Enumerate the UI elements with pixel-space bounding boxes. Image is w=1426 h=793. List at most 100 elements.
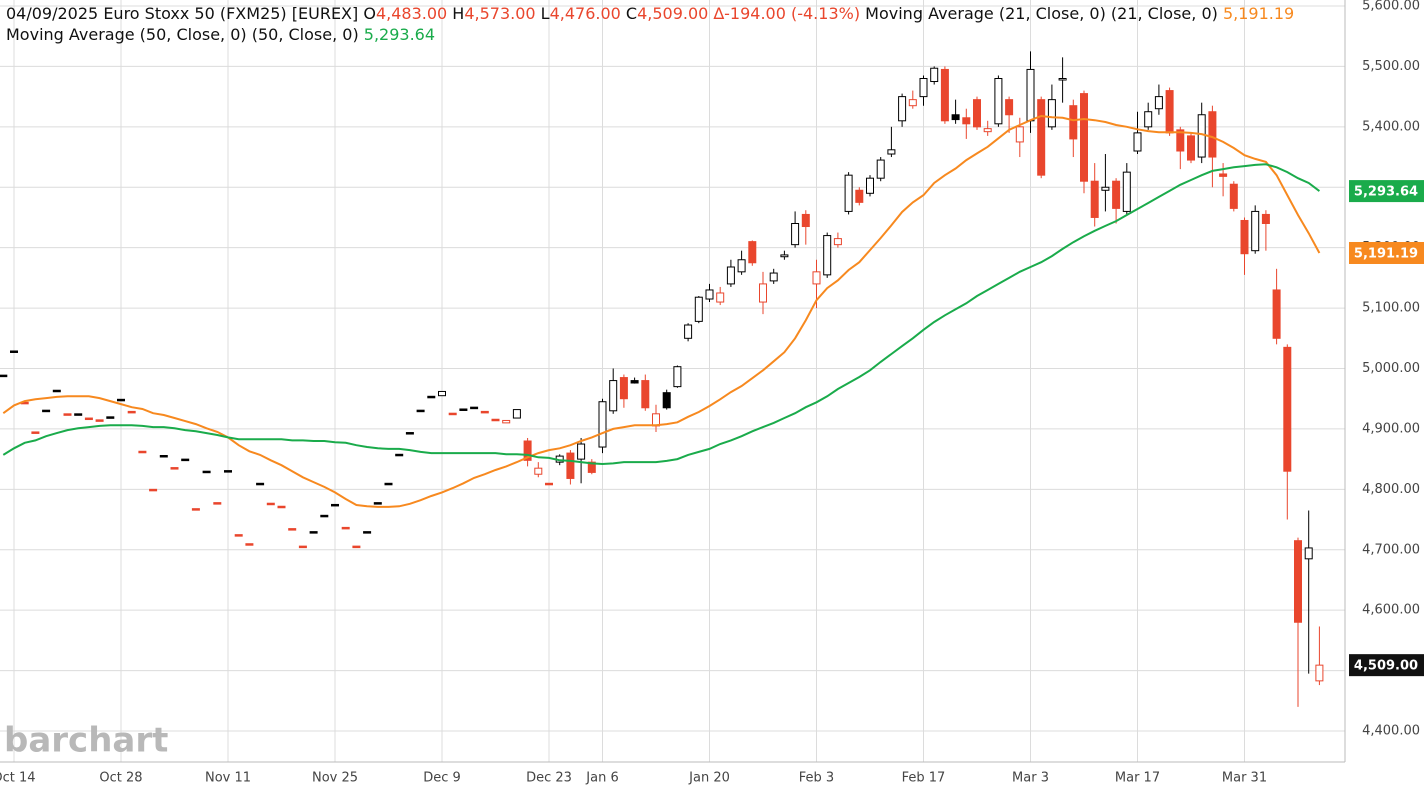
candle-body	[833, 238, 842, 246]
candle-body	[277, 505, 286, 509]
candle-body	[309, 531, 318, 534]
y-tick-label: 5,600.00	[1362, 0, 1420, 14]
x-tick-label: Nov 25	[312, 771, 358, 786]
close: 4,509.00	[637, 4, 708, 23]
price-flag	[1349, 180, 1424, 203]
x-tick-label: Dec 9	[423, 771, 461, 786]
candle-body	[898, 96, 907, 122]
candle-body	[1251, 210, 1260, 252]
moving-average-line	[2, 163, 1321, 466]
y-tick-label: 5,400.00	[1362, 119, 1420, 134]
candle-body	[106, 416, 115, 419]
x-tick-label: Jan 20	[688, 771, 730, 786]
candle-body	[673, 366, 682, 388]
candle-body	[1154, 96, 1163, 110]
candle-body	[138, 450, 147, 454]
legend-value: 5,293.64	[364, 25, 435, 44]
grid	[0, 0, 1346, 763]
candle-body	[256, 482, 265, 486]
y-tick-label: 4,600.00	[1362, 603, 1420, 618]
candle-body	[1272, 289, 1281, 339]
candle-body	[266, 502, 275, 506]
candle-body	[10, 350, 18, 353]
candle-body	[823, 235, 832, 276]
candle-body	[1294, 540, 1302, 623]
candle-body	[587, 461, 596, 473]
candle-body	[352, 545, 361, 549]
candle-body	[1197, 114, 1206, 158]
candle-body	[1026, 68, 1035, 122]
legend-name: Moving Average (21, Close, 0)	[865, 4, 1106, 23]
candle-body	[844, 174, 853, 212]
candle-body	[95, 419, 104, 422]
y-tick-label: 4,800.00	[1362, 482, 1420, 497]
x-tick-label: Dec 23	[526, 771, 572, 786]
candle-body	[759, 283, 767, 303]
legend-params: (21, Close, 0)	[1111, 4, 1218, 23]
x-tick-label: Jan 6	[585, 771, 618, 786]
x-tick-label: Mar 31	[1222, 771, 1267, 786]
symbol: Euro Stoxx 50 (FXM25) [EUREX]	[103, 4, 358, 23]
candle-body	[363, 531, 372, 534]
candle-body	[1283, 346, 1292, 472]
candle-body	[780, 254, 789, 258]
watermark: barchart	[4, 721, 168, 761]
candle-body	[641, 380, 650, 409]
legend-name: Moving Average (50, Close, 0)	[6, 25, 247, 44]
candle-body	[234, 534, 243, 537]
candle-body	[159, 455, 168, 458]
high: 4,573.00	[464, 4, 535, 23]
candle-body	[427, 395, 436, 399]
candle-body	[405, 432, 414, 435]
candle-body	[962, 117, 971, 125]
candle-body	[523, 440, 532, 461]
candle-body	[1037, 99, 1046, 176]
candle-body	[887, 149, 896, 155]
close-label: C	[626, 4, 637, 23]
candle-body	[769, 272, 778, 282]
candle-body	[994, 78, 1003, 125]
candle-body	[31, 431, 40, 434]
candle-body	[1240, 219, 1249, 255]
candle-body	[320, 514, 329, 518]
candle-body	[619, 377, 628, 400]
candle-body	[224, 470, 232, 473]
price-flag	[1349, 654, 1424, 677]
candle-body	[1261, 213, 1270, 224]
candle-body	[459, 408, 468, 411]
candle-body	[705, 289, 714, 300]
candle-body	[598, 401, 607, 448]
candle-body	[534, 467, 543, 475]
candle-body	[384, 482, 393, 486]
legend-params: (50, Close, 0)	[252, 25, 359, 44]
candle-body	[748, 241, 757, 264]
x-tick-label: Oct 14	[0, 771, 36, 786]
candle-body	[42, 409, 51, 413]
candle-body	[940, 68, 949, 122]
date: 04/09/2025	[6, 4, 98, 23]
candle-body	[502, 419, 511, 424]
candle-body	[480, 410, 489, 414]
plot	[0, 51, 1324, 707]
candle-body	[117, 398, 125, 402]
candle-body	[662, 392, 671, 409]
high-label: H	[452, 4, 464, 23]
candle-body	[545, 482, 553, 486]
candle-body	[331, 503, 339, 507]
candle-body	[52, 389, 61, 393]
candle-body	[951, 114, 960, 121]
price-flag	[1349, 241, 1424, 264]
y-tick-label: 5,100.00	[1362, 301, 1420, 316]
candle-body	[1015, 126, 1024, 143]
candle-body	[84, 417, 93, 421]
candle-body	[1047, 99, 1056, 128]
price-flag-label: 4,509.00	[1354, 659, 1418, 674]
candle-body	[170, 467, 179, 470]
y-tick-label: 4,900.00	[1362, 421, 1420, 436]
candle-body	[491, 418, 500, 422]
candle-body	[448, 412, 457, 416]
candle-body	[149, 488, 158, 492]
candle-body	[202, 470, 211, 474]
candle-body	[0, 374, 8, 378]
